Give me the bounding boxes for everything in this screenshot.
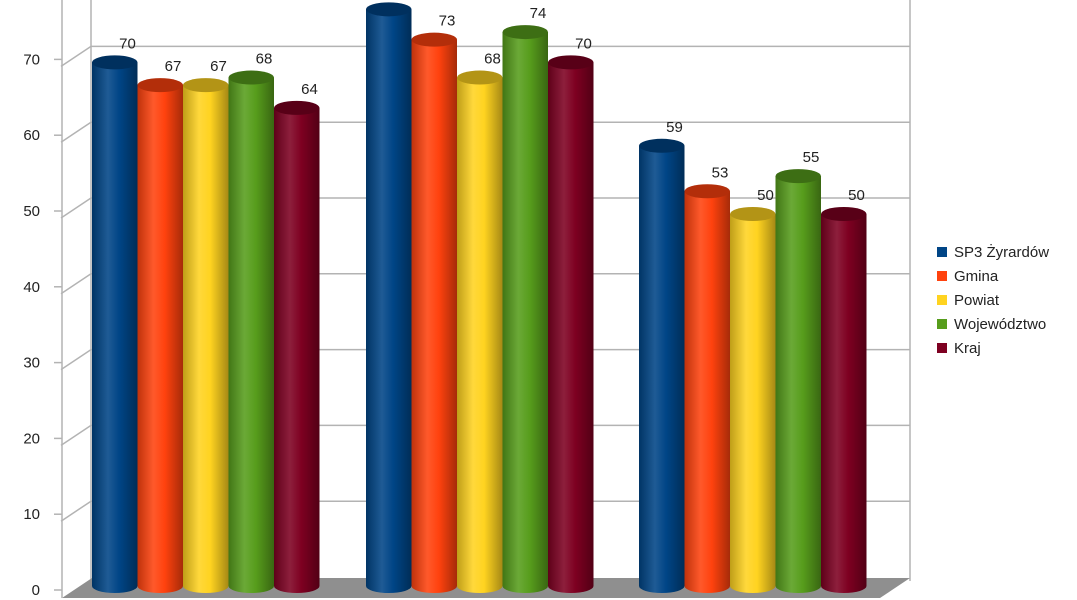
bar-body (730, 214, 776, 593)
gridline-side (60, 424, 92, 447)
legend-swatch (937, 343, 947, 353)
bars (92, 2, 867, 594)
bar-top (228, 70, 274, 85)
bar-top (457, 70, 503, 85)
bar-body (274, 107, 320, 593)
data-label: 53 (712, 164, 729, 181)
bar-top (821, 207, 867, 221)
y-tick-label: 10 (23, 506, 40, 523)
data-label: 50 (848, 187, 865, 204)
gridline-side (60, 45, 92, 68)
data-label: 59 (666, 119, 683, 136)
bar (821, 207, 867, 593)
bar (457, 70, 503, 593)
bar-top (411, 32, 457, 47)
legend-swatch (937, 271, 947, 281)
bar-top (274, 100, 320, 115)
bar-top (502, 25, 548, 40)
gridline-side (60, 500, 92, 522)
bar (183, 78, 229, 593)
bar-body (775, 176, 821, 593)
y-tick-label: 0 (32, 582, 40, 599)
bar (730, 207, 776, 593)
y-tick-label: 50 (23, 203, 40, 220)
legend-swatch (937, 319, 947, 329)
gridline-side (60, 273, 92, 295)
bar-body (366, 9, 412, 593)
y-tick-label: 70 (23, 51, 40, 68)
y-tick-label: 30 (23, 355, 40, 372)
bar-body (457, 77, 503, 593)
bar-body (821, 214, 867, 593)
legend-label: Powiat (954, 292, 1000, 309)
legend: SP3 Żyrardów Gmina Powiat Województwo Kraj (937, 243, 1049, 357)
data-label: 70 (119, 35, 136, 52)
gridline-side (60, 348, 92, 371)
bar (502, 25, 548, 593)
y-tick-label: 40 (23, 279, 40, 296)
data-label: 64 (301, 81, 318, 98)
bar-body (183, 85, 229, 593)
bar-top (730, 207, 776, 221)
legend-swatch (937, 295, 947, 305)
bar-top (183, 78, 229, 93)
gridline-side (60, 121, 92, 143)
y-axis: 0 10 20 30 40 50 60 70 (23, 0, 63, 599)
legend-label: Gmina (954, 268, 999, 285)
bar (274, 100, 320, 593)
bar (548, 55, 594, 593)
data-label: 68 (256, 51, 273, 68)
bar (228, 70, 274, 593)
bar-body (639, 145, 685, 593)
bar-top (548, 55, 594, 70)
bar-top (366, 2, 412, 17)
legend-swatch (937, 247, 947, 257)
legend-label: Województwo (954, 316, 1046, 333)
bar-body (137, 85, 183, 593)
legend-label: Kraj (954, 340, 981, 357)
data-label: 70 (575, 35, 592, 52)
bar-top (639, 138, 685, 153)
data-label: 74 (530, 5, 547, 22)
legend-label: SP3 Żyrardów (954, 243, 1049, 261)
bar (92, 55, 138, 593)
bar-top (775, 169, 821, 184)
bar (775, 169, 821, 593)
data-label: 73 (439, 13, 456, 30)
bar-body (228, 77, 274, 593)
y-tick-label: 20 (23, 430, 40, 447)
bar (411, 32, 458, 594)
data-label: 50 (757, 187, 774, 204)
y-tick-label: 60 (23, 127, 40, 144)
bar-top (92, 55, 138, 70)
data-label: 55 (803, 149, 820, 166)
data-label: 67 (165, 58, 182, 75)
bar-body (502, 32, 548, 593)
bar-body (548, 62, 594, 593)
bar-body (92, 62, 138, 593)
data-label: 67 (210, 58, 227, 75)
bar (366, 2, 412, 593)
bar-top (137, 78, 183, 93)
bar-top (684, 184, 730, 199)
bar-body (684, 191, 730, 593)
bar (639, 138, 685, 593)
gridline-side (60, 197, 92, 219)
data-label: 68 (484, 51, 501, 68)
bar-body (411, 39, 458, 594)
bar (137, 78, 183, 593)
data-labels: 70 67 67 68 64 73 68 74 70 59 53 50 55 50 (119, 5, 865, 204)
bar (684, 184, 730, 593)
